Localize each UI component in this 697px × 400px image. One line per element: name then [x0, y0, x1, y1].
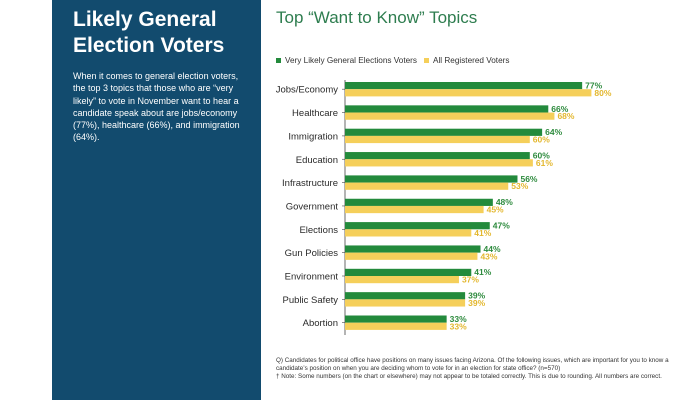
data-label-all-registered: 33%	[450, 321, 467, 331]
category-label: Education	[296, 155, 338, 166]
data-label-all-registered: 61%	[536, 158, 553, 168]
sidebar-summary: When it comes to general election voters…	[73, 71, 240, 143]
category-label: Environment	[285, 272, 339, 283]
bar-very-likely	[345, 245, 481, 253]
bar-all-registered	[345, 252, 478, 260]
data-label-very-likely: 77%	[585, 80, 602, 90]
category-label: Government	[286, 201, 339, 212]
data-label-all-registered: 80%	[594, 88, 611, 98]
bar-very-likely	[345, 222, 490, 230]
bar-very-likely	[345, 105, 549, 113]
bar-very-likely	[345, 268, 472, 276]
data-label-all-registered: 53%	[511, 181, 528, 191]
bar-very-likely	[345, 128, 543, 136]
sidebar-panel: Likely General Election Voters When it c…	[52, 0, 261, 400]
bar-all-registered	[345, 229, 472, 237]
data-label-very-likely: 60%	[533, 150, 550, 160]
category-label: Healthcare	[292, 108, 338, 119]
bar-all-registered	[345, 299, 466, 307]
bar-all-registered	[345, 182, 509, 190]
legend-swatch	[424, 58, 429, 63]
category-label: Public Safety	[283, 295, 339, 306]
bar-all-registered	[345, 276, 459, 284]
legend-label: All Registered Voters	[433, 56, 509, 65]
data-label-very-likely: 48%	[496, 197, 513, 207]
data-label-all-registered: 68%	[557, 111, 574, 121]
bar-all-registered	[345, 112, 555, 120]
bar-all-registered	[345, 159, 533, 167]
bar-all-registered	[345, 322, 447, 330]
category-label: Infrastructure	[282, 178, 338, 189]
rounding-note: † Note: Some numbers (on the chart or el…	[276, 373, 662, 380]
data-label-very-likely: 33%	[450, 314, 467, 324]
bar-all-registered	[345, 89, 592, 97]
data-label-all-registered: 39%	[468, 298, 485, 308]
survey-question-note: Q) Candidates for political office have …	[276, 357, 669, 372]
data-label-very-likely: 41%	[474, 267, 491, 277]
data-label-very-likely: 39%	[468, 291, 485, 301]
category-label: Jobs/Economy	[276, 85, 339, 96]
bar-very-likely	[345, 198, 493, 206]
bar-all-registered	[345, 135, 530, 144]
data-label-all-registered: 43%	[480, 251, 497, 261]
category-label: Gun Policies	[285, 248, 339, 259]
data-label-very-likely: 47%	[493, 221, 510, 231]
bar-very-likely	[345, 175, 518, 183]
data-label-all-registered: 41%	[474, 228, 491, 238]
category-label: Abortion	[303, 318, 338, 329]
bar-very-likely	[345, 152, 530, 160]
data-label-very-likely: 44%	[484, 244, 501, 254]
bar-all-registered	[345, 205, 484, 214]
bar-very-likely	[345, 315, 447, 323]
legend-label: Very Likely General Elections Voters	[285, 56, 417, 65]
chart-title: Top “Want to Know” Topics	[276, 8, 478, 27]
bar-very-likely	[345, 292, 466, 300]
data-label-all-registered: 37%	[462, 275, 479, 285]
footnote: Q) Candidates for political office have …	[276, 357, 686, 381]
data-label-very-likely: 66%	[551, 104, 568, 114]
data-label-very-likely: 64%	[545, 127, 562, 137]
data-label-all-registered: 45%	[487, 205, 504, 215]
data-label-very-likely: 56%	[520, 174, 537, 184]
data-label-all-registered: 60%	[533, 135, 550, 145]
legend-swatch	[276, 58, 281, 63]
category-label: Elections	[299, 225, 338, 236]
category-label: Immigration	[288, 131, 338, 142]
sidebar-title: Likely General Election Voters	[73, 8, 225, 57]
bar-very-likely	[345, 82, 583, 90]
